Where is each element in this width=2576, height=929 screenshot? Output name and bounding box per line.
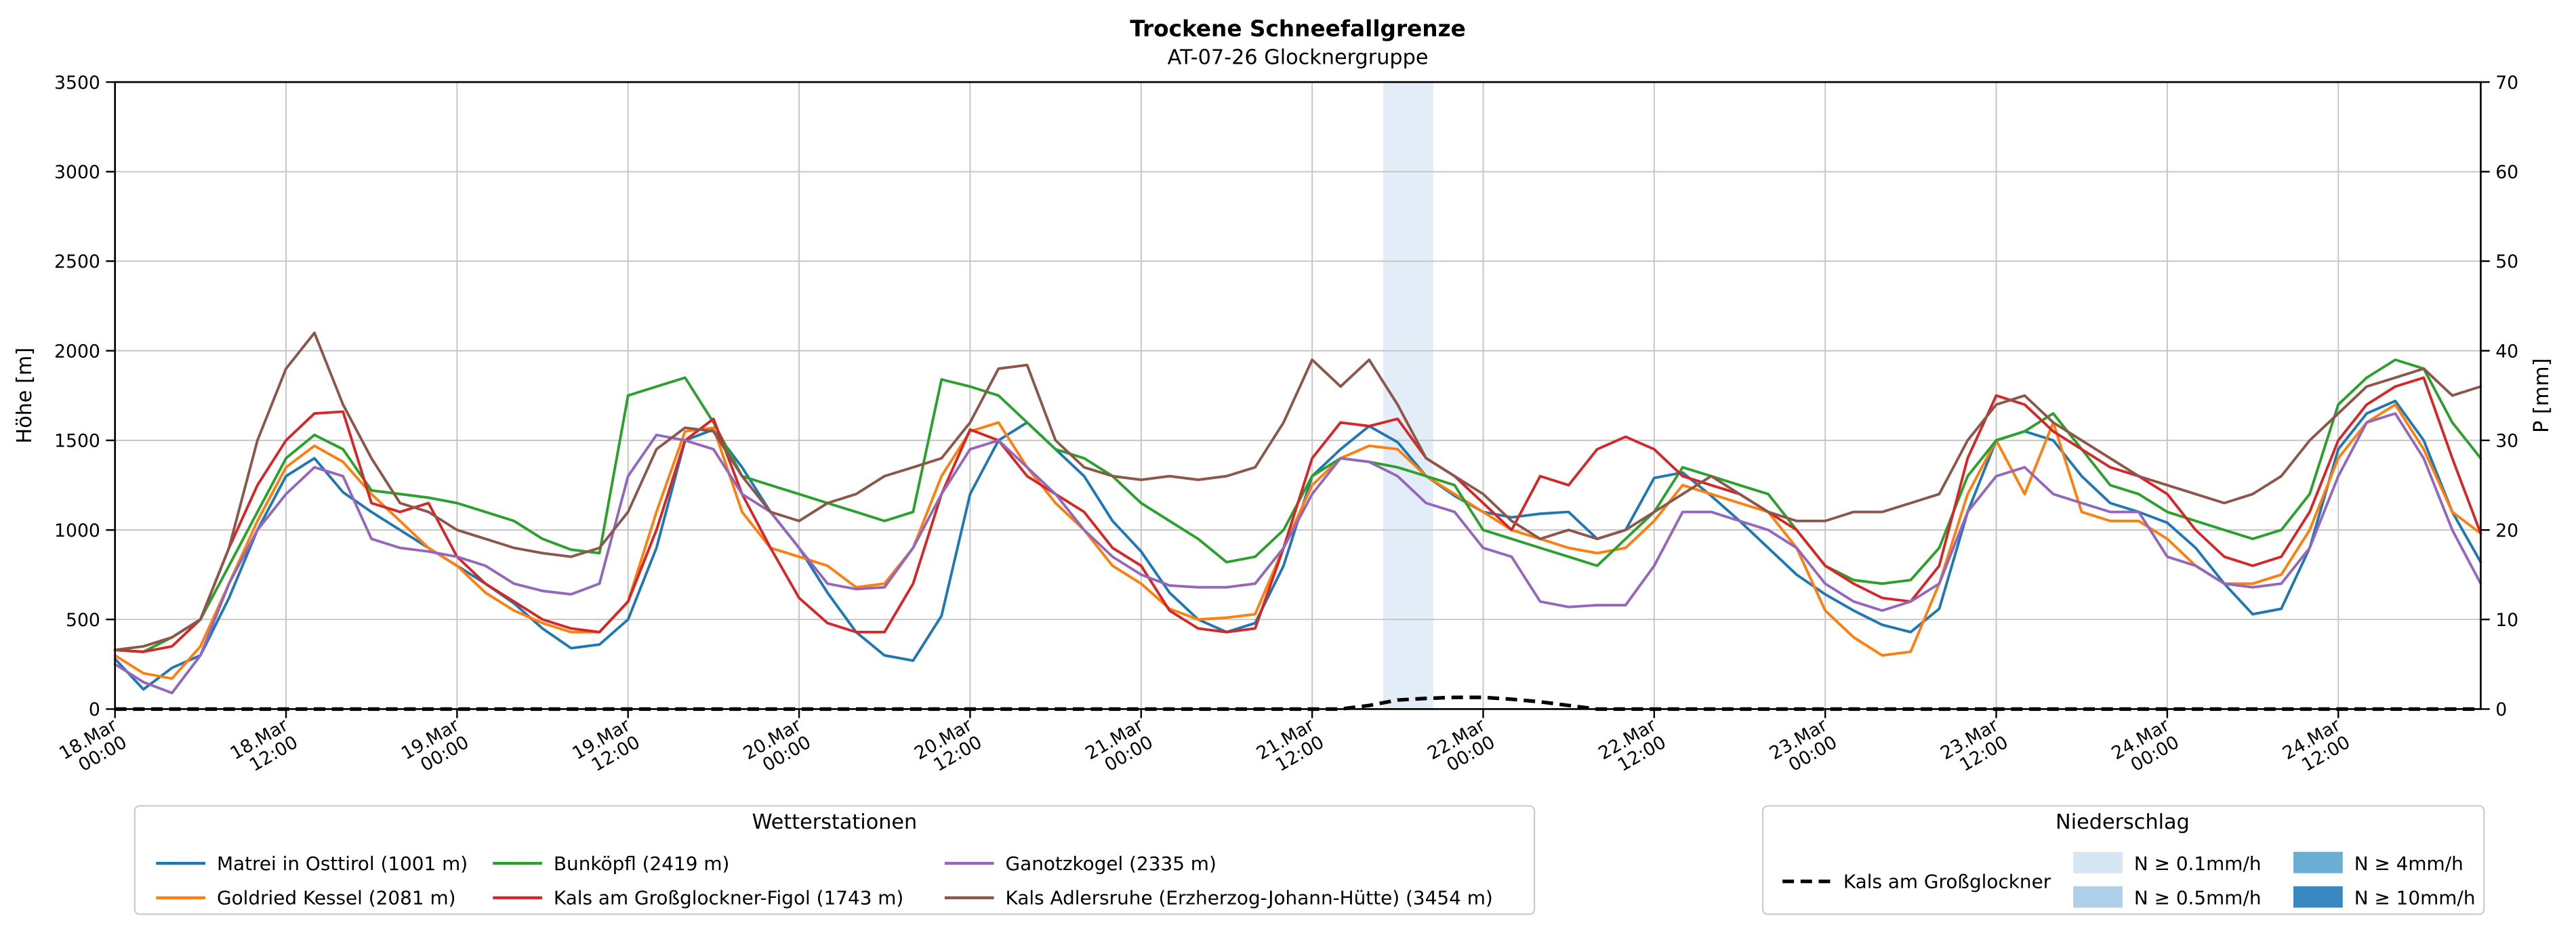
y-right-tick-label: 0 bbox=[2495, 699, 2507, 720]
y-left-tick-label: 3500 bbox=[54, 73, 100, 94]
series-line-ganotzkogel-2335-m bbox=[113, 412, 2482, 695]
legend-label-matrei-in-osttirol-1001-m: Matrei in Osttirol (1001 m) bbox=[217, 852, 468, 875]
y-right-tick-label: 20 bbox=[2495, 520, 2518, 541]
y-left-tick-label: 0 bbox=[89, 699, 100, 720]
chart-subtitle: AT-07-26 Glocknergruppe bbox=[1168, 45, 1429, 69]
legend-layer: Wetterstationen Matrei in Osttirol (1001 … bbox=[134, 805, 2485, 915]
y-right-tick-label: 10 bbox=[2495, 610, 2518, 631]
legend-wetterstationen-box bbox=[134, 805, 1536, 915]
y-right-tick-label: 60 bbox=[2495, 162, 2518, 183]
precip-line-layer bbox=[115, 695, 2481, 711]
legend-niederschlag-title: Niederschlag bbox=[2056, 810, 2190, 834]
y-right-tick-label: 30 bbox=[2495, 431, 2518, 452]
legend-label-n-0-5mm-h: N ≥ 0.5mm/h bbox=[2134, 887, 2262, 909]
y-right-tick-label: 50 bbox=[2495, 251, 2518, 272]
precip-line-kals-am-gro-glockner bbox=[115, 695, 2481, 711]
gridline-layer bbox=[114, 81, 2481, 710]
legend-label-kals-adlersruhe-erzherzog-johann-h-tte-3454-m: Kals Adlersruhe (Erzherzog-Johann-Hütte)… bbox=[1006, 887, 1493, 909]
legend-label-n-10mm-h: N ≥ 10mm/h bbox=[2354, 887, 2476, 909]
legend-label-bunk-pfl-2419-m: Bunköpfl (2419 m) bbox=[554, 852, 729, 875]
legend-label-kals-am-gro-glockner: Kals am Großglockner bbox=[1843, 870, 2051, 892]
series-line-goldried-kessel-2081-m bbox=[113, 403, 2482, 680]
y-right-tick-label: 70 bbox=[2495, 73, 2518, 94]
y-left-tick-label: 2500 bbox=[54, 251, 100, 272]
y-right-tick-label: 40 bbox=[2495, 341, 2518, 362]
legend-label-kals-am-gro-glockner-figol-1743-m: Kals am Großglockner-Figol (1743 m) bbox=[554, 887, 903, 909]
y-left-tick-label: 3000 bbox=[54, 162, 100, 183]
plot-border bbox=[114, 81, 2482, 710]
chart-title: Trockene Schneefallgrenze bbox=[1130, 16, 1466, 41]
series-line-kals-am-gro-glockner-figol-1743-m bbox=[113, 376, 2482, 653]
legend-label-n-4mm-h: N ≥ 4mm/h bbox=[2354, 852, 2463, 875]
legend-label-ganotzkogel-2335-m: Ganotzkogel (2335 m) bbox=[1006, 852, 1217, 875]
legend-label-n-0-1mm-h: N ≥ 0.1mm/h bbox=[2134, 852, 2262, 875]
legend-patch-n-4mm-h bbox=[2293, 852, 2343, 873]
y-left-axis-label: Höhe [m] bbox=[13, 348, 37, 444]
y-left-tick-label: 1000 bbox=[54, 520, 100, 541]
legend-patch-n-10mm-h bbox=[2293, 886, 2343, 908]
series-layer bbox=[113, 331, 2482, 695]
legend-patch-n-0-5mm-h bbox=[2073, 886, 2123, 908]
y-right-axis-label: P [mm] bbox=[2530, 358, 2554, 433]
legend-patch-n-0-1mm-h bbox=[2073, 852, 2123, 873]
legend-wetterstationen-title: Wetterstationen bbox=[752, 810, 918, 834]
y-left-tick-label: 1500 bbox=[54, 431, 100, 452]
y-left-tick-label: 500 bbox=[66, 610, 100, 631]
series-line-matrei-in-osttirol-1001-m bbox=[113, 399, 2482, 691]
legend-label-goldried-kessel-2081-m: Goldried Kessel (2081 m) bbox=[217, 887, 455, 909]
y-left-tick-label: 2000 bbox=[54, 341, 100, 362]
series-line-kals-adlersruhe-erzherzog-johann-h-tte-3454-m bbox=[113, 331, 2482, 652]
